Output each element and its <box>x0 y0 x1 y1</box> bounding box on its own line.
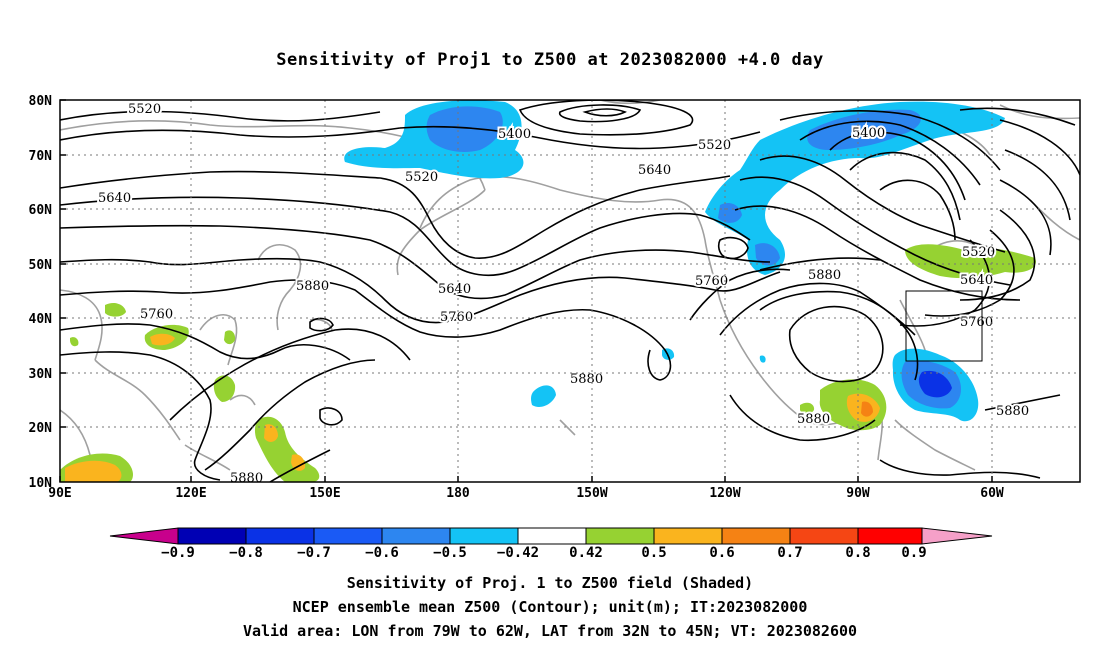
lon-label: 90W <box>846 486 870 501</box>
lat-label: 30N <box>29 367 53 382</box>
colorbar-cell <box>921 527 993 545</box>
valid-area-box <box>905 290 983 362</box>
contour-label: 5640 <box>438 282 471 297</box>
colorbar-cell <box>381 527 451 545</box>
contour-label: 5400 <box>852 126 885 141</box>
lat-label: 60N <box>29 203 53 218</box>
colorbar-label: −0.7 <box>297 545 331 561</box>
caption-contour: NCEP ensemble mean Z500 (Contour); unit(… <box>292 598 808 616</box>
colorbar-cell <box>653 527 723 545</box>
colorbar-label: −0.42 <box>497 545 539 561</box>
colorbar-label: 0.42 <box>569 545 603 561</box>
caption-valid-area: Valid area: LON from 79W to 62W, LAT fro… <box>242 622 858 640</box>
colorbar-cell <box>517 527 587 545</box>
lat-label: 20N <box>29 421 53 436</box>
contour-label: 5880 <box>570 372 603 387</box>
contour-label: 5400 <box>498 127 531 142</box>
lat-label: 50N <box>29 258 53 273</box>
map-frame <box>59 99 1081 483</box>
contour-label: 5520 <box>698 138 731 153</box>
lat-label: 80N <box>29 94 53 109</box>
colorbar-label: −0.5 <box>433 545 467 561</box>
lat-labels: 80N 70N 60N 50N 40N 30N 20N 10N <box>29 94 53 491</box>
colorbar-label: 0.9 <box>901 545 926 561</box>
lat-label: 40N <box>29 312 53 327</box>
contour-label: 5640 <box>98 191 131 206</box>
colorbar-cell <box>789 527 859 545</box>
contour-label: 5520 <box>128 102 161 117</box>
colorbar-labels: −0.9 −0.8 −0.7 −0.6 −0.5 −0.42 0.42 0.5 … <box>161 545 927 561</box>
graticule <box>60 100 1080 482</box>
contour-label: 5880 <box>230 471 263 486</box>
colorbar-cell <box>109 527 179 545</box>
lon-label: 90E <box>48 486 71 501</box>
colorbar-cell <box>245 527 315 545</box>
sensitivity-shading <box>60 100 1036 482</box>
contour-label: 5760 <box>140 307 173 322</box>
colorbar-label: 0.7 <box>777 545 802 561</box>
lon-label: 60W <box>980 486 1004 501</box>
colorbar <box>109 527 993 545</box>
contour-label: 5880 <box>296 279 329 294</box>
colorbar-label: −0.6 <box>365 545 399 561</box>
caption-shaded: Sensitivity of Proj. 1 to Z500 field (Sh… <box>346 574 754 592</box>
contour-labels: 5520 5400 5520 5640 5520 5400 5640 5760 … <box>96 100 1031 486</box>
lon-label: 150E <box>309 486 340 501</box>
lon-label: 120W <box>709 486 740 501</box>
contour-label: 5640 <box>960 273 993 288</box>
colorbar-label: 0.6 <box>709 545 734 561</box>
contour-label: 5640 <box>638 163 671 178</box>
colorbar-cell <box>721 527 791 545</box>
tick-marks <box>59 99 993 482</box>
lon-label: 120E <box>175 486 206 501</box>
lon-label: 180 <box>446 486 470 501</box>
sensitivity-map: 5520 5400 5520 5640 5520 5400 5640 5760 … <box>29 94 1081 561</box>
lat-label: 70N <box>29 149 53 164</box>
colorbar-label: −0.8 <box>229 545 263 561</box>
colorbar-cell <box>177 527 247 545</box>
contour-label: 5760 <box>960 315 993 330</box>
contour-label: 5760 <box>695 274 728 289</box>
z500-contours <box>60 100 1080 482</box>
contour-label: 5880 <box>808 268 841 283</box>
contour-label: 5520 <box>962 245 995 260</box>
contour-label: 5880 <box>797 412 830 427</box>
map-title: Sensitivity of Proj1 to Z500 at 20230820… <box>276 50 824 70</box>
lon-labels: 90E 120E 150E 180 150W 120W 90W 60W <box>48 486 1004 501</box>
colorbar-cell <box>857 527 923 545</box>
lat-label: 10N <box>29 476 53 491</box>
colorbar-cell <box>449 527 519 545</box>
lon-label: 150W <box>576 486 607 501</box>
colorbar-label: −0.9 <box>161 545 195 561</box>
contour-label: 5520 <box>405 170 438 185</box>
colorbar-cell <box>585 527 655 545</box>
colorbar-cell <box>313 527 383 545</box>
colorbar-label: 0.5 <box>641 545 666 561</box>
colorbar-label: 0.8 <box>845 545 870 561</box>
contour-label: 5880 <box>996 404 1029 419</box>
